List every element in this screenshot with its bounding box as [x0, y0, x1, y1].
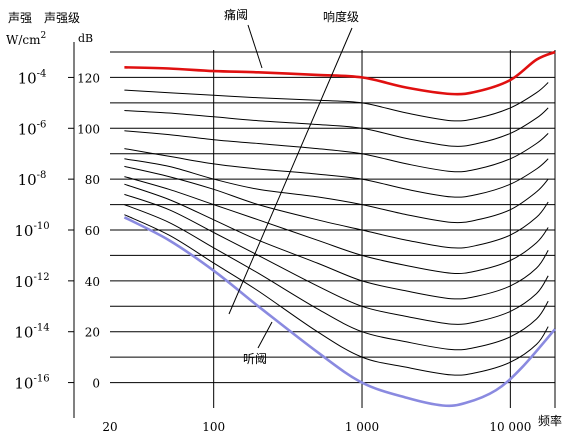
loudness-contour-5 — [124, 158, 549, 224]
db-tick-label: 40 — [85, 275, 100, 289]
db-tick-label: 80 — [85, 173, 100, 187]
loudness-contour-11 — [124, 214, 549, 376]
loudness-contour-7 — [124, 176, 549, 274]
x-tick-label: 10 000 — [489, 420, 531, 434]
intensity-tick-label: 10-4 — [18, 68, 47, 87]
loudness-contour-10 — [124, 204, 549, 351]
db-axis-title: 声强级 — [44, 11, 80, 25]
db-tick-label: 120 — [77, 71, 100, 85]
db-tick-label: 20 — [85, 326, 100, 340]
loudness-label-leader — [228, 27, 353, 315]
x-tick-label: 100 — [202, 420, 225, 434]
pain-label-leader — [247, 24, 263, 69]
pain-threshold-label: 痛阈 — [224, 7, 248, 22]
intensity-axis-title: 声强 — [8, 11, 32, 25]
hearing-label-leader — [257, 321, 273, 349]
db-tick-label: 0 — [92, 377, 100, 391]
loudness-contour-8 — [124, 183, 549, 300]
intensity-tick-label: 10-10 — [14, 221, 49, 240]
pain-threshold-line — [124, 50, 556, 96]
loudness-contour-6 — [124, 165, 549, 249]
loudness-contour-3 — [124, 130, 549, 173]
intensity-axis-unit: W/cm2 — [6, 31, 46, 47]
db-axis-unit: dB — [78, 32, 93, 45]
db-tick-label: 100 — [77, 122, 100, 136]
axis-labels: 120 100 80 60 40 20 0 10-4 10-6 10-8 10-10 10-12 10-… — [6, 11, 562, 434]
x-tick-label: 20 — [102, 420, 117, 434]
grid — [110, 50, 556, 408]
intensity-tick-label: 10-6 — [18, 119, 47, 138]
intensity-tick-label: 10-8 — [18, 170, 47, 189]
loudness-contour-1 — [124, 82, 549, 122]
series-group — [123, 50, 556, 408]
x-tick-label: 1 000 — [345, 420, 379, 434]
x-axis-title: 频率 — [538, 413, 562, 428]
intensity-tick-label: 10-12 — [14, 272, 49, 291]
intensity-tick-label: 10-14 — [14, 323, 49, 342]
hearing-threshold-line — [123, 216, 556, 408]
db-tick-label: 60 — [85, 224, 100, 238]
loudness-level-label: 响度级 — [323, 9, 359, 24]
axes — [68, 42, 75, 418]
loudness-contour-2 — [124, 107, 549, 147]
hearing-threshold-label: 听阈 — [243, 351, 267, 366]
intensity-tick-label: 10-16 — [14, 374, 49, 393]
loudness-contour-9 — [124, 193, 549, 325]
loudness-contour-4 — [124, 148, 549, 198]
